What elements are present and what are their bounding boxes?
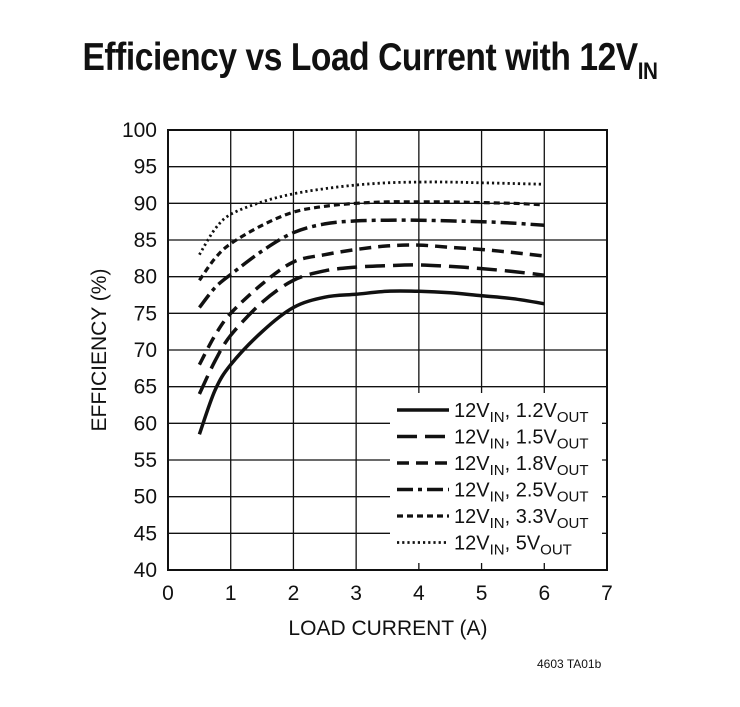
legend-subscript: IN — [490, 462, 505, 479]
chart-title-main: Efficiency vs Load Current with 12V — [82, 36, 638, 79]
y-tick-label: 65 — [134, 376, 157, 399]
y-tick-label: 100 — [122, 119, 157, 142]
x-tick-label: 7 — [601, 582, 613, 605]
legend-text: , 3.3V — [505, 506, 558, 528]
legend-text: 12V — [454, 400, 490, 422]
y-tick-label: 55 — [134, 449, 157, 472]
legend-text: 12V — [454, 427, 490, 449]
legend-subscript: IN — [490, 409, 505, 426]
y-tick-label: 95 — [134, 156, 157, 179]
y-axis-label: EFFICIENCY (%) — [88, 269, 111, 432]
legend-text: 12V — [454, 533, 490, 555]
legend-text: , 1.8V — [505, 453, 558, 475]
legend-subscript: IN — [490, 515, 505, 532]
legend-entry-6: 12VIN, 5VOUT — [454, 533, 572, 559]
series-line-4 — [198, 218, 545, 309]
legend-text: , 2.5V — [505, 480, 558, 502]
legend-subscript: OUT — [557, 436, 589, 453]
y-tick-label: 75 — [134, 302, 157, 325]
legend-subscript: OUT — [557, 409, 589, 426]
y-tick-label: 70 — [134, 339, 157, 362]
legend-entry-3: 12VIN, 1.8VOUT — [454, 453, 589, 479]
x-axis-label: LOAD CURRENT (A) — [288, 617, 487, 640]
x-tick-label: 0 — [162, 582, 174, 605]
chart-title: Efficiency vs Load Current with 12VIN — [52, 36, 688, 86]
legend-entry-1: 12VIN, 1.2VOUT — [454, 400, 589, 426]
series-line-2 — [197, 263, 545, 395]
legend-subscript: OUT — [557, 515, 589, 532]
x-tick-label: 6 — [538, 582, 550, 605]
y-tick-label: 90 — [134, 192, 157, 215]
legend-text: , 5V — [505, 533, 541, 555]
y-tick-label: 50 — [134, 486, 157, 509]
y-tick-label: 40 — [134, 559, 157, 582]
chart-title-subscript: IN — [637, 58, 658, 85]
legend-subscript: OUT — [557, 489, 589, 506]
legend-text: , 1.2V — [505, 400, 558, 422]
x-tick-label: 5 — [476, 582, 488, 605]
series-line-3 — [197, 243, 545, 366]
x-tick-label: 4 — [413, 582, 425, 605]
series-lines — [197, 180, 545, 435]
legend-text: , 1.5V — [505, 427, 558, 449]
legend-entry-4: 12VIN, 2.5VOUT — [454, 480, 589, 506]
legend-subscript: IN — [490, 489, 505, 506]
y-tick-label: 60 — [134, 412, 157, 435]
y-tick-label: 80 — [134, 266, 157, 289]
y-tick-label: 45 — [134, 522, 157, 545]
x-tick-label: 3 — [350, 582, 362, 605]
series-line-5 — [198, 200, 545, 282]
legend-subscript: IN — [490, 436, 505, 453]
legend-text: 12V — [454, 480, 490, 502]
x-tick-label: 1 — [225, 582, 237, 605]
legend-entry-5: 12VIN, 3.3VOUT — [454, 506, 589, 532]
legend-subscript: OUT — [557, 462, 589, 479]
legend-subscript: OUT — [540, 542, 572, 559]
plot-frame — [167, 129, 608, 571]
series-line-6 — [198, 180, 545, 256]
legend-text: 12V — [454, 453, 490, 475]
legend-text: 12V — [454, 506, 490, 528]
y-tick-label: 85 — [134, 229, 157, 252]
series-line-1 — [197, 289, 545, 435]
legend-entry-2: 12VIN, 1.5VOUT — [454, 427, 589, 453]
x-tick-label: 2 — [288, 582, 300, 605]
figure-id: 4603 TA01b — [537, 657, 602, 671]
legend-background — [390, 393, 602, 563]
legend-subscript: IN — [490, 542, 505, 559]
